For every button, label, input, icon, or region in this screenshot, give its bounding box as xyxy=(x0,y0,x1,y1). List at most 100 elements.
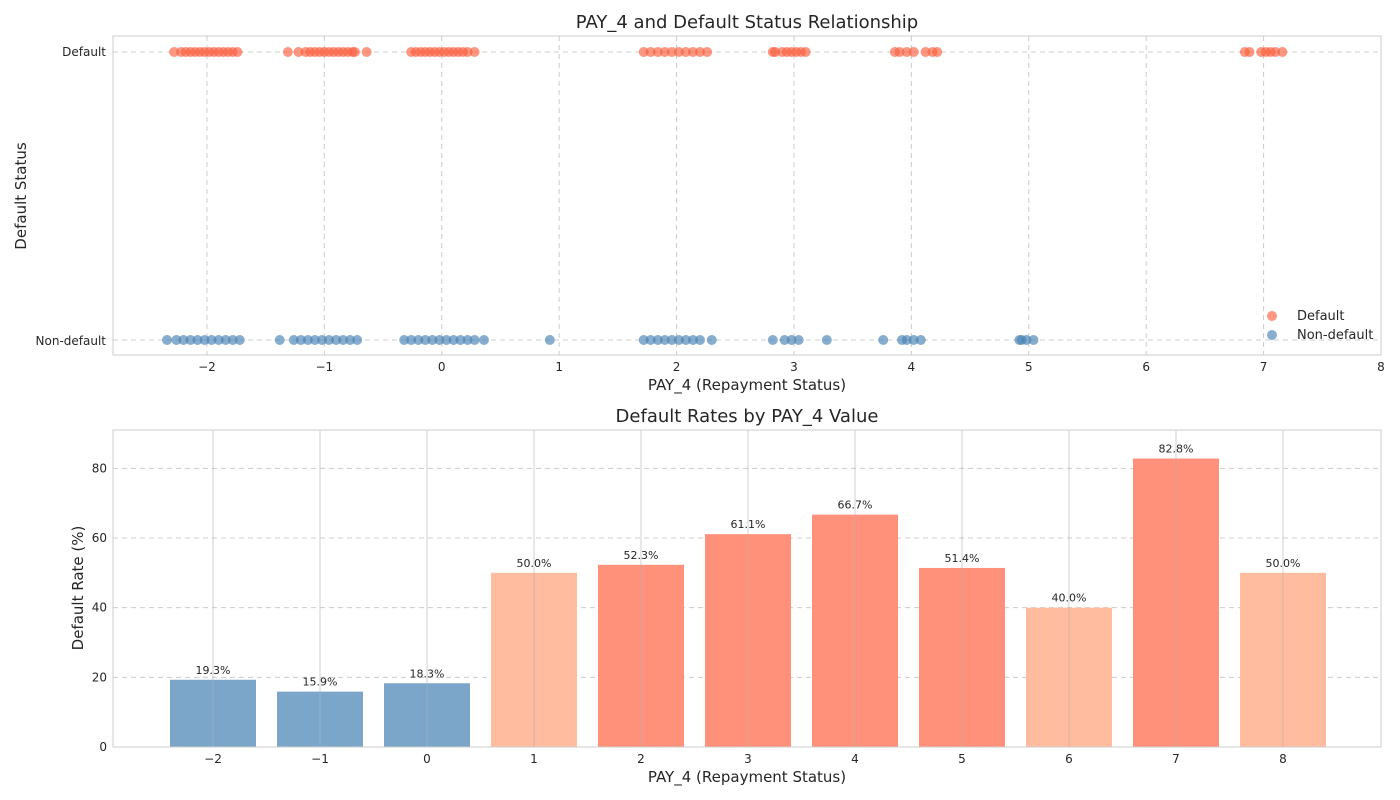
bar-value-label: 50.0% xyxy=(1266,557,1301,570)
bar-x-tick-label: 7 xyxy=(1172,752,1180,766)
scatter-point-non-default xyxy=(455,335,466,345)
bar-y-tick-label: 0 xyxy=(99,740,107,754)
scatter-x-tick-label: 7 xyxy=(1260,360,1268,374)
bar-value-label: 40.0% xyxy=(1052,592,1087,605)
scatter-point-non-default xyxy=(441,335,452,345)
scatter-point-non-default xyxy=(779,335,790,345)
y-tick-label-default: Default xyxy=(62,45,106,59)
scatter-point-non-default xyxy=(786,335,797,345)
scatter-point-non-default xyxy=(352,335,363,345)
scatter-x-tick-label: −2 xyxy=(198,360,216,374)
scatter-plot-frame xyxy=(112,35,1382,356)
bar-value-label: 15.9% xyxy=(303,676,338,689)
scatter-point-non-default xyxy=(288,335,299,345)
scatter-point-default xyxy=(293,47,304,57)
scatter-point-default xyxy=(932,47,943,57)
scatter-point-non-default xyxy=(688,335,698,345)
bar-y-tick-label: 80 xyxy=(92,461,107,475)
scatter-point-default xyxy=(800,47,811,57)
scatter-point-non-default xyxy=(162,335,172,345)
scatter-point-non-default xyxy=(331,335,342,345)
scatter-point-non-default xyxy=(427,335,438,345)
scatter-point-default xyxy=(349,47,360,57)
scatter-point-non-default xyxy=(462,335,473,345)
scatter-x-tick-label: 2 xyxy=(673,360,681,374)
scatter-point-default xyxy=(645,47,656,57)
scatter-point-non-default xyxy=(206,335,217,345)
scatter-point-non-default xyxy=(908,335,919,345)
scatter-point-default xyxy=(688,47,698,57)
bar-y-tick-label: 20 xyxy=(92,670,107,684)
scatter-point-default xyxy=(770,47,781,57)
scatter-point-non-default xyxy=(821,335,832,345)
bar-value-label: 18.3% xyxy=(410,667,445,680)
bar-value-label: 52.3% xyxy=(624,549,659,562)
scatter-point-non-default xyxy=(413,335,424,345)
scatter-point-non-default xyxy=(234,335,245,345)
scatter-point-non-default xyxy=(324,335,334,345)
scatter-point-non-default xyxy=(178,335,189,345)
scatter-point-default xyxy=(462,47,473,57)
scatter-point-non-default xyxy=(399,335,410,345)
bar-plot-frame xyxy=(112,429,1382,748)
y-tick-label-non-default: Non-default xyxy=(36,334,107,348)
scatter-point-non-default xyxy=(295,335,306,345)
bar-value-label: 50.0% xyxy=(517,557,552,570)
scatter-point-non-default xyxy=(645,335,656,345)
scatter-point-non-default xyxy=(901,335,912,345)
bar-x-tick-label: −1 xyxy=(311,752,329,766)
scatter-point-default xyxy=(1244,47,1255,57)
bar-y-ticks: 0 20 40 60 80 xyxy=(92,461,107,754)
scatter-x-tick-label: 4 xyxy=(908,360,916,374)
scatter-point-non-default xyxy=(680,335,691,345)
scatter-x-tick-label: 5 xyxy=(1025,360,1033,374)
scatter-x-tick-label: 3 xyxy=(790,360,798,374)
scatter-point-non-default xyxy=(1021,335,1032,345)
scatter-point-default xyxy=(673,47,684,57)
scatter-point-non-default xyxy=(652,335,663,345)
scatter-point-non-default xyxy=(406,335,417,345)
scatter-point-default xyxy=(908,47,919,57)
scatter-point-default xyxy=(638,47,649,57)
scatter-point-default xyxy=(1270,47,1281,57)
legend-label-default: Default xyxy=(1297,309,1345,324)
scatter-point-default xyxy=(469,47,480,57)
scatter-point-non-default xyxy=(171,335,182,345)
bar-x-tick-label: 1 xyxy=(530,752,538,766)
bar-value-label: 66.7% xyxy=(838,499,873,512)
scatter-point-default xyxy=(659,47,670,57)
scatter-point-non-default xyxy=(915,335,926,345)
scatter-legend: Default Non-default xyxy=(1267,309,1373,343)
bar-x-tick-label: 5 xyxy=(958,752,966,766)
scatter-point-default xyxy=(695,47,705,57)
scatter-point-default xyxy=(702,47,713,57)
scatter-point-default xyxy=(901,47,912,57)
bar-x-tick-label: 6 xyxy=(1065,752,1073,766)
bar-x-tick-label: 3 xyxy=(744,752,752,766)
scatter-point-default xyxy=(894,47,905,57)
scatter-points xyxy=(162,47,1288,345)
scatter-y-axis-title: Default Status xyxy=(12,142,30,250)
scatter-point-non-default xyxy=(192,335,203,345)
scatter-x-tick-label: 0 xyxy=(438,360,446,374)
scatter-point-non-default xyxy=(1028,335,1039,345)
scatter-point-default xyxy=(680,47,691,57)
scatter-point-non-default xyxy=(673,335,684,345)
scatter-point-default xyxy=(1277,47,1288,57)
scatter-point-default xyxy=(169,47,180,57)
scatter-point-non-default xyxy=(666,335,677,345)
scatter-point-non-default xyxy=(544,335,555,345)
bar-value-label: 61.1% xyxy=(731,518,766,531)
scatter-point-non-default xyxy=(338,335,349,345)
scatter-point-non-default xyxy=(345,335,356,345)
bar-value-label: 19.3% xyxy=(196,664,231,677)
scatter-point-non-default xyxy=(469,335,480,345)
bar-x-tick-label: 2 xyxy=(637,752,645,766)
scatter-point-non-default xyxy=(420,335,431,345)
scatter-point-default xyxy=(652,47,663,57)
scatter-x-tick-label: 6 xyxy=(1142,360,1150,374)
scatter-point-non-default xyxy=(448,335,459,345)
legend-marker-non-default xyxy=(1267,330,1277,340)
scatter-point-non-default xyxy=(274,335,285,345)
